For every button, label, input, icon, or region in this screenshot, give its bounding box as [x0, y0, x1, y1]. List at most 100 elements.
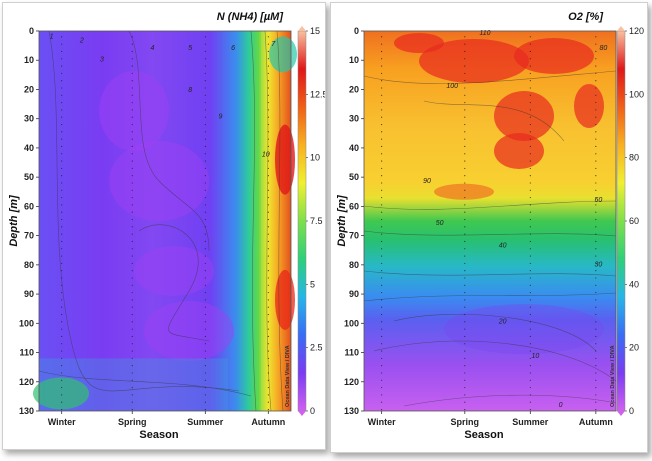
sample-point — [595, 313, 597, 316]
sample-point — [529, 189, 531, 191]
colorbar-tick-label: 20 — [629, 343, 639, 353]
sample-point — [61, 123, 63, 126]
sample-point — [61, 58, 63, 60]
low-nh4-region — [144, 301, 234, 361]
sample-point — [131, 167, 133, 169]
sample-point — [204, 36, 206, 38]
sample-point — [381, 65, 383, 67]
sample-point — [61, 277, 63, 279]
sample-point — [381, 72, 383, 74]
sample-point — [61, 72, 63, 74]
sample-point — [267, 350, 269, 352]
sample-point — [131, 65, 133, 67]
contour-lines — [38, 30, 284, 412]
sample-point — [61, 102, 63, 104]
sample-point — [204, 138, 206, 140]
y-tick-label: 130 — [344, 406, 359, 416]
sample-point — [61, 233, 63, 235]
sample-point — [595, 240, 597, 243]
y-tick-label: 40 — [24, 143, 34, 153]
sample-point — [595, 372, 597, 374]
sample-point — [381, 123, 383, 126]
sample-point — [595, 262, 597, 264]
sample-point — [267, 58, 269, 60]
sample-point — [204, 350, 206, 352]
sample-point — [131, 160, 133, 162]
contour-line — [363, 200, 617, 210]
sample-point — [381, 335, 383, 338]
sample-point — [381, 394, 383, 396]
sample-point — [595, 50, 597, 53]
sample-point — [204, 408, 206, 411]
sample-point — [131, 240, 133, 243]
x-axis-title: Season — [464, 429, 503, 441]
sample-point — [61, 94, 63, 96]
sample-point — [267, 335, 269, 338]
y-tick-label: 100 — [19, 318, 34, 328]
x-tick-label-spring: Spring — [451, 417, 480, 427]
contour-label: 1 — [50, 34, 54, 41]
contour-label: 3 — [100, 56, 104, 63]
sample-point — [61, 43, 63, 45]
sample-point — [131, 284, 133, 286]
sample-point — [381, 321, 383, 323]
sample-point — [131, 138, 133, 140]
sample-point — [464, 175, 466, 177]
sample-point — [381, 80, 383, 82]
sample-point — [381, 153, 383, 155]
sample-point — [464, 218, 466, 221]
odv-watermark: Ocean Data View / DIVA — [285, 345, 291, 407]
heatmap-background — [39, 31, 291, 411]
contour-line — [423, 100, 565, 142]
sample-point — [61, 109, 63, 111]
y-tick-label: 10 — [24, 55, 34, 65]
contour-line — [363, 292, 617, 302]
high-o2-region — [394, 33, 444, 53]
sample-point — [204, 160, 206, 162]
y-tick-label: 50 — [349, 172, 359, 182]
sample-point — [204, 218, 206, 221]
contour-line — [276, 30, 284, 412]
sample-point — [204, 394, 206, 396]
sample-point — [61, 401, 63, 403]
contour-label: 60 — [594, 197, 602, 204]
sample-point — [381, 306, 383, 308]
sample-point — [204, 65, 206, 67]
sample-point — [131, 292, 133, 294]
contour-line — [264, 30, 272, 412]
sample-point — [131, 87, 133, 89]
sample-point — [61, 131, 63, 133]
sample-point — [464, 401, 466, 403]
sample-point — [464, 394, 466, 396]
sample-point — [595, 138, 597, 140]
sample-point — [131, 116, 133, 118]
sample-point — [595, 350, 597, 352]
colorbar-tick-label: 10 — [310, 153, 320, 163]
sample-point — [267, 292, 269, 294]
sample-point — [595, 109, 597, 111]
sample-point — [595, 284, 597, 286]
sample-point — [381, 226, 383, 228]
high-o2-region — [419, 39, 529, 83]
contour-label: 100 — [446, 83, 458, 90]
sample-point — [131, 145, 133, 148]
y-tick-label: 0 — [29, 26, 34, 36]
sample-point — [131, 401, 133, 403]
sample-point — [204, 292, 206, 294]
sample-point — [381, 328, 383, 330]
x-tick-label-autumn: Autumn — [251, 417, 285, 427]
sample-point — [529, 387, 531, 389]
sample-point — [204, 226, 206, 228]
sample-point — [204, 262, 206, 264]
sample-point — [204, 43, 206, 45]
sample-point — [529, 292, 531, 294]
sample-point — [381, 204, 383, 206]
y-tick-label: 110 — [19, 348, 34, 358]
sample-point — [267, 357, 269, 359]
y-tick-label: 70 — [24, 231, 34, 241]
sample-point — [381, 313, 383, 316]
sample-point — [381, 233, 383, 235]
sample-point — [204, 116, 206, 118]
sample-point — [61, 372, 63, 374]
sample-point — [595, 408, 597, 411]
